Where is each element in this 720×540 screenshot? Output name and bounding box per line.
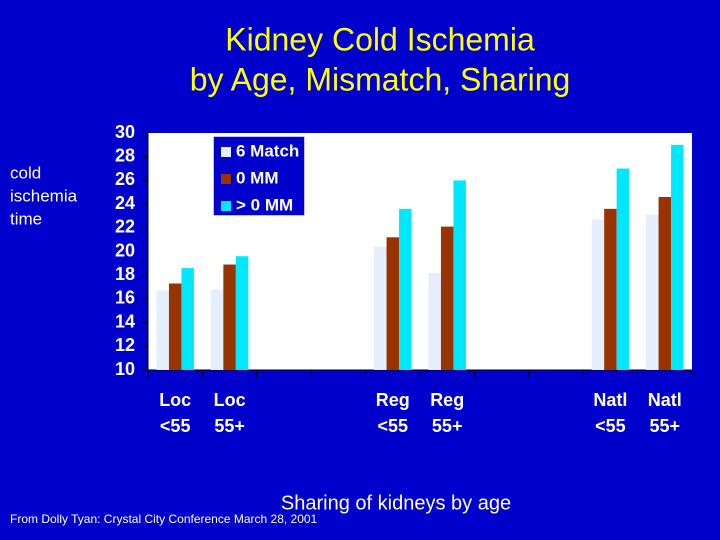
y-axis-label: ischemia [10,186,78,205]
x-tick-label: 55+ [214,416,245,436]
y-tick-label: 14 [115,311,135,331]
x-tick-label: <55 [160,416,191,436]
y-tick-label: 28 [115,145,135,165]
chart-title: Kidney Cold Ischemia [225,21,535,57]
chart-title: by Age, Mismatch, Sharing [190,61,571,97]
bar [591,219,605,370]
y-tick-label: 30 [115,122,135,142]
x-tick-label: Natl [593,390,627,410]
x-tick-label: Loc [214,390,246,410]
bar [440,226,454,370]
x-tick-label: <55 [595,416,626,436]
x-tick-label: Loc [159,390,191,410]
legend-label: 0 MM [236,168,279,187]
bar [210,289,224,370]
y-tick-label: 20 [115,240,135,260]
y-tick-label: 10 [115,359,135,379]
bar [223,264,236,370]
bar [374,246,387,370]
legend-swatch [221,147,231,157]
x-tick-label: 55+ [650,416,681,436]
bar [235,256,249,370]
x-axis-label: Sharing of kidneys by age [281,492,511,514]
bar [453,180,466,370]
bar [658,196,672,370]
bar [399,208,412,370]
y-tick-label: 16 [115,288,135,308]
bar [671,144,684,370]
bar [646,214,659,370]
x-tick-label: Reg [430,390,464,410]
x-tick-label: <55 [378,416,409,436]
source-note: From Dolly Tyan: Crystal City Conference… [10,512,318,526]
bar [168,283,182,370]
y-tick-label: 18 [115,264,135,284]
x-tick-label: Reg [376,390,410,410]
legend-label: 6 Match [236,141,299,160]
x-tick-label: 55+ [432,416,463,436]
y-tick-label: 26 [115,169,135,189]
legend-label: > 0 MM [236,195,293,214]
bar [181,268,194,370]
legend-swatch [221,174,231,184]
y-axis-label: time [10,209,42,228]
bar [604,208,617,370]
legend-swatch [221,201,231,211]
y-tick-label: 24 [115,193,135,213]
bar [156,290,169,370]
y-tick-label: 12 [115,335,135,355]
bar [428,272,441,370]
bar [616,168,630,370]
y-axis-label: cold [10,163,41,182]
bar [386,237,400,370]
y-tick-label: 22 [115,217,135,237]
x-tick-label: Natl [648,390,682,410]
